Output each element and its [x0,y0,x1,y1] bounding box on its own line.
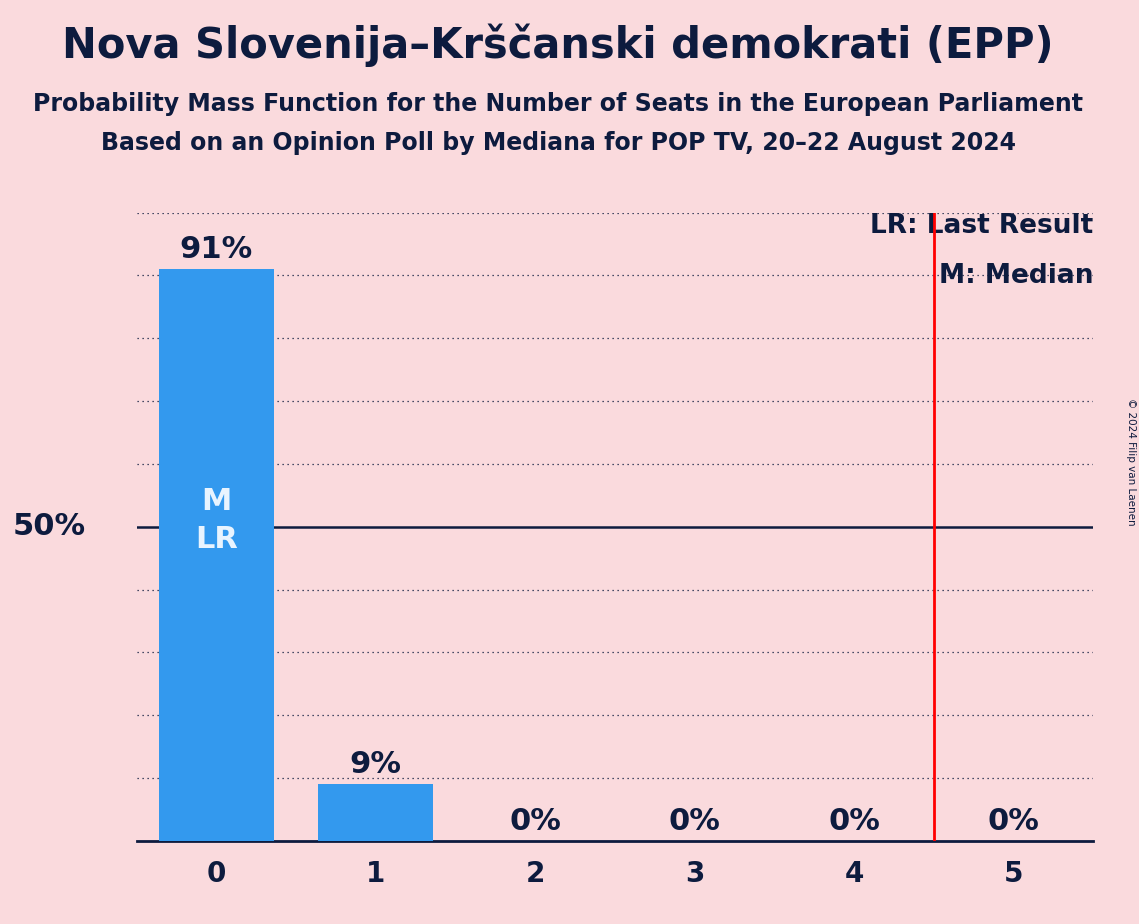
Text: 0%: 0% [828,807,880,836]
Text: 9%: 9% [350,750,402,779]
Text: Probability Mass Function for the Number of Seats in the European Parliament: Probability Mass Function for the Number… [33,92,1083,116]
Text: Nova Slovenija–Krščanski demokrati (EPP): Nova Slovenija–Krščanski demokrati (EPP) [63,23,1054,67]
Text: M
LR: M LR [195,487,238,554]
Bar [319,784,433,841]
Text: 0%: 0% [509,807,562,836]
Text: 0%: 0% [988,807,1040,836]
Text: © 2024 Filip van Laenen: © 2024 Filip van Laenen [1126,398,1136,526]
Text: M: Median: M: Median [939,262,1093,289]
Text: 0%: 0% [669,807,721,836]
Bar [159,269,273,841]
Text: 91%: 91% [180,235,253,264]
Text: 50%: 50% [13,512,85,541]
Text: LR: Last Result: LR: Last Result [870,213,1093,238]
Text: Based on an Opinion Poll by Mediana for POP TV, 20–22 August 2024: Based on an Opinion Poll by Mediana for … [100,131,1016,155]
